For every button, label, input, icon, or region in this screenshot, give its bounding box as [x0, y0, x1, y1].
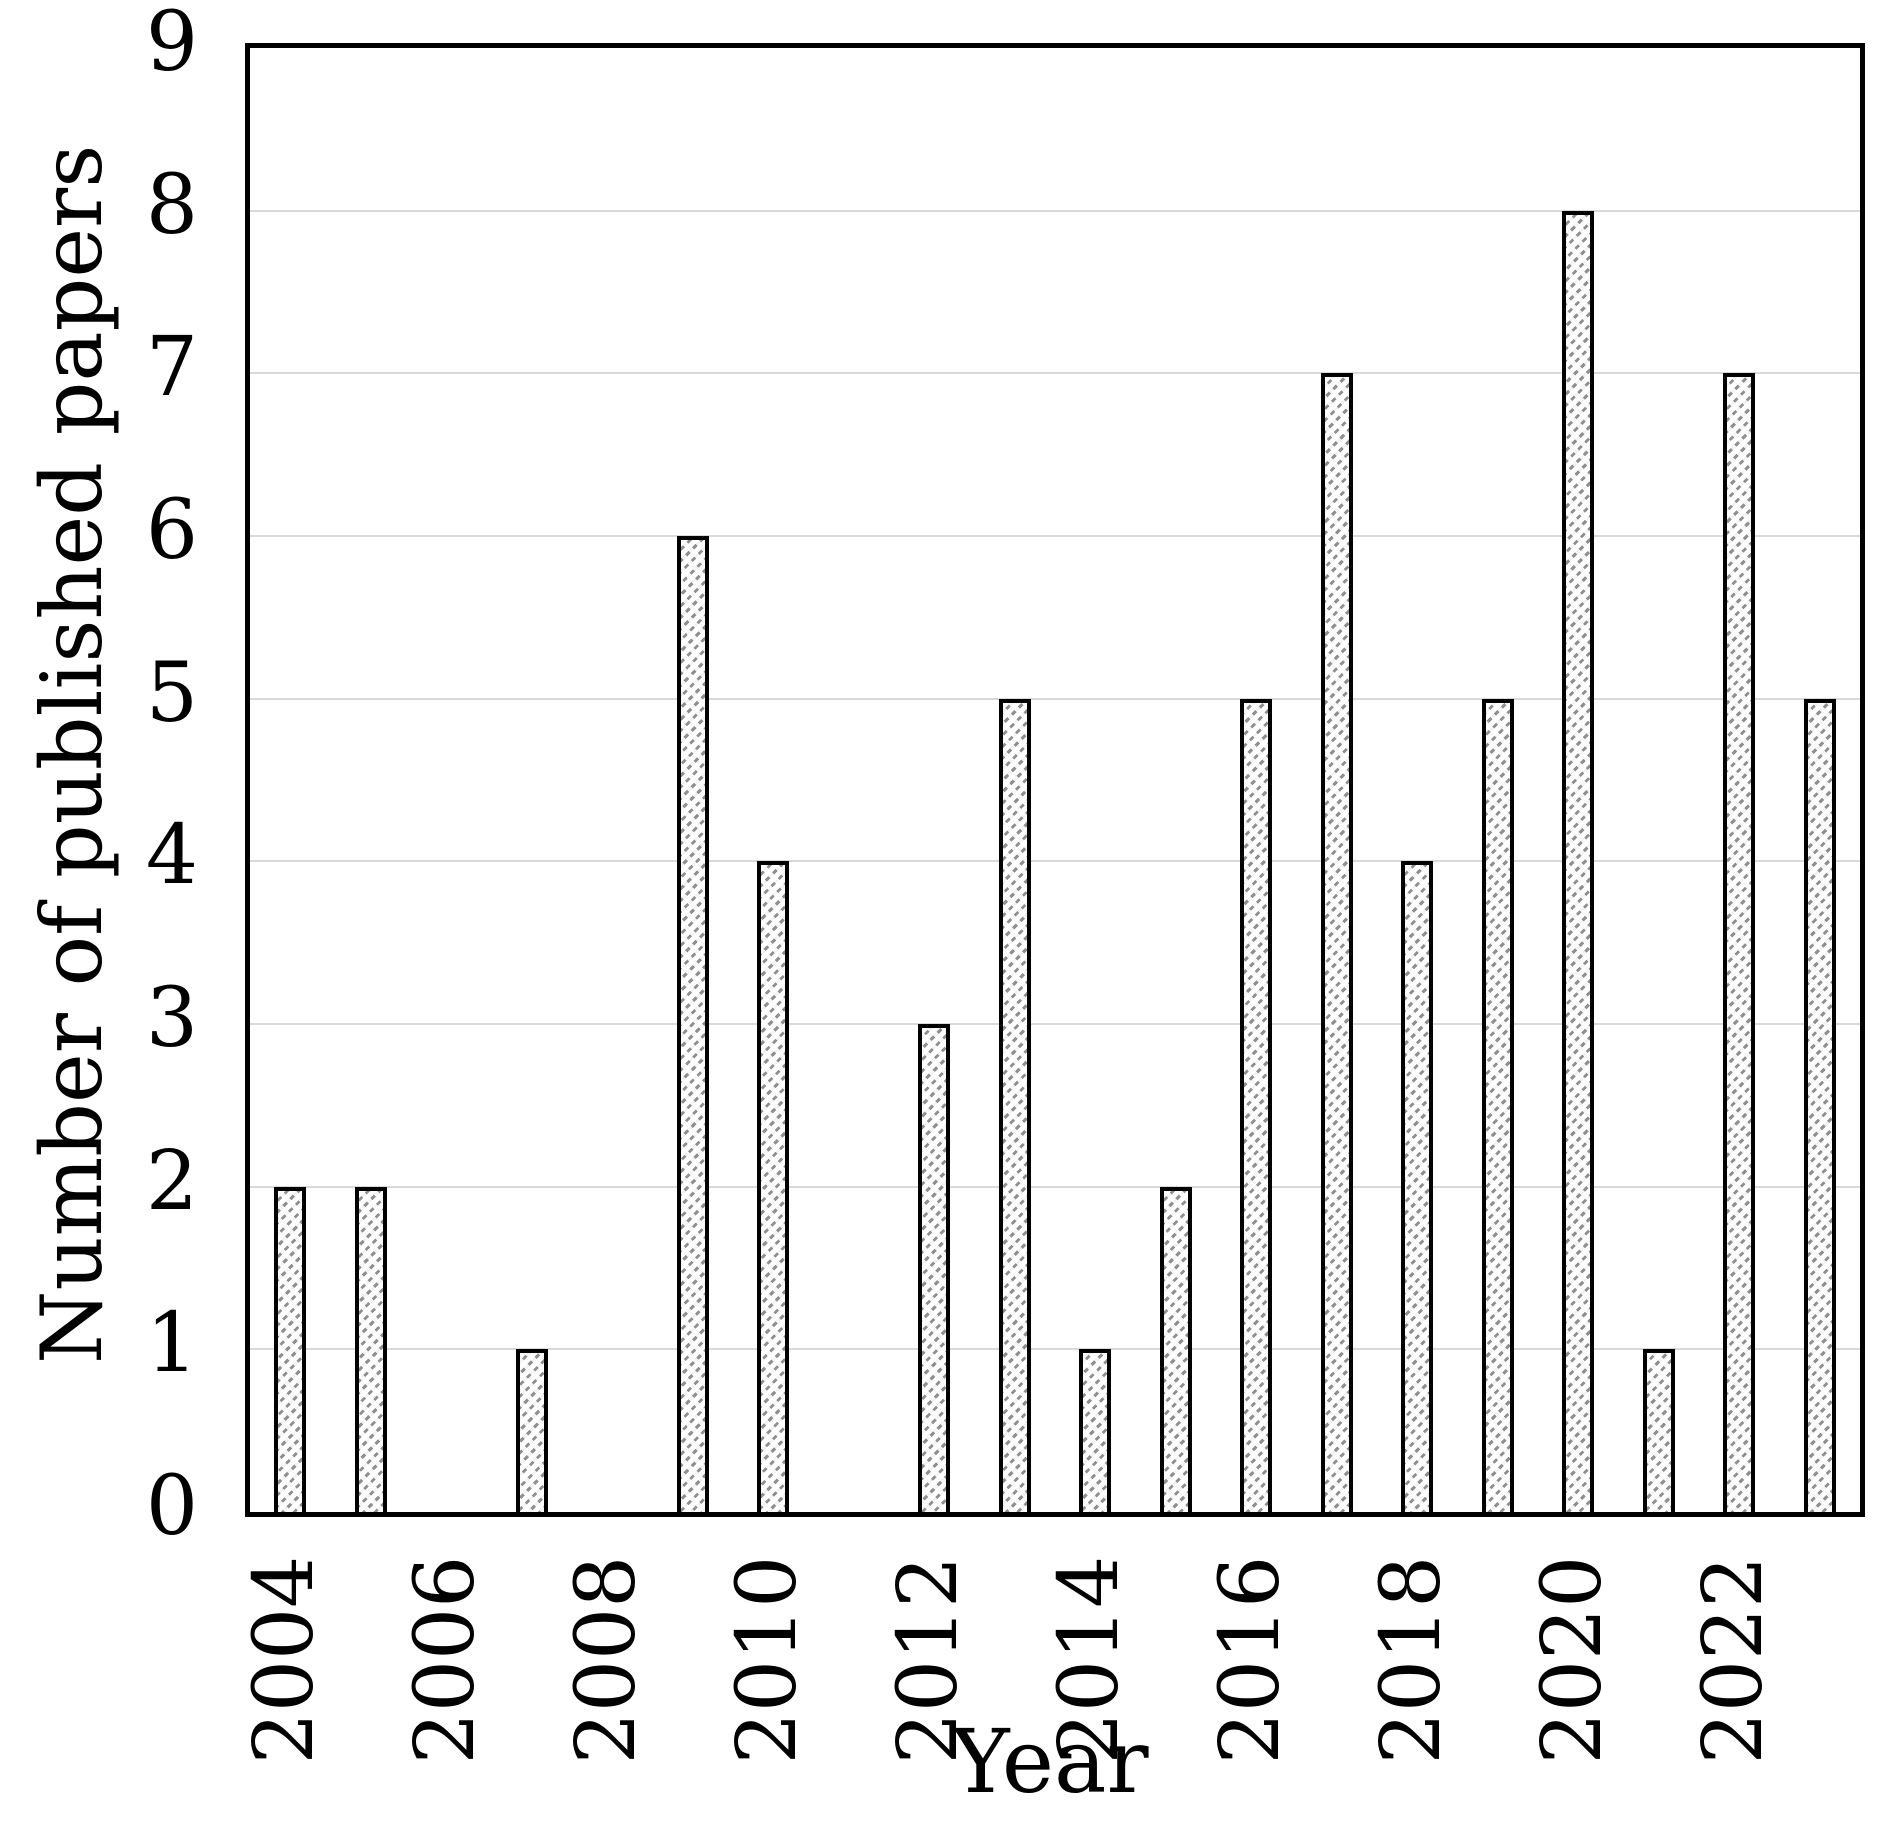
bar-2009	[676, 536, 709, 1512]
bar-2022	[1723, 373, 1756, 1512]
gridline-y-1	[250, 1348, 1860, 1351]
x-tick-label-2018: 2018	[1364, 1555, 1460, 1765]
bar-2013	[998, 698, 1031, 1512]
x-axis-title: Year	[951, 1710, 1149, 1813]
y-tick-label-2: 2	[145, 1133, 198, 1229]
y-tick-label-7: 7	[145, 320, 198, 416]
gridline-y-4	[250, 860, 1860, 863]
x-tick-label-2006: 2006	[398, 1555, 494, 1765]
x-tick-label-2004: 2004	[237, 1555, 333, 1765]
bar-2005	[354, 1186, 387, 1512]
plot-area	[245, 43, 1865, 1517]
bar-2017	[1320, 373, 1353, 1512]
gridline-y-6	[250, 535, 1860, 537]
bar-2012	[918, 1024, 951, 1512]
bar-2014	[1079, 1349, 1112, 1512]
gridline-y-3	[250, 1023, 1860, 1025]
bar-2023	[1803, 698, 1836, 1512]
y-tick-label-5: 5	[145, 645, 198, 741]
x-tick-label-2022: 2022	[1686, 1555, 1782, 1765]
gridline-y-5	[250, 697, 1860, 700]
gridline-y-2	[250, 1185, 1860, 1188]
y-tick-label-8: 8	[145, 157, 198, 253]
y-tick-label-1: 1	[145, 1296, 198, 1392]
bar-2019	[1481, 698, 1514, 1512]
bar-2016	[1240, 698, 1273, 1512]
bar-2007	[515, 1349, 548, 1512]
bar-2004	[274, 1186, 307, 1512]
bar-2020	[1562, 210, 1595, 1512]
gridline-y-7	[250, 372, 1860, 375]
x-tick-label-2008: 2008	[559, 1555, 655, 1765]
bar-2010	[757, 861, 790, 1512]
bar-2015	[1159, 1186, 1192, 1512]
y-tick-label-0: 0	[145, 1459, 198, 1554]
bar-2018	[1401, 861, 1434, 1512]
y-tick-label-4: 4	[145, 808, 198, 904]
gridline-y-8	[250, 209, 1860, 212]
x-tick-label-2010: 2010	[720, 1555, 816, 1765]
bar-2021	[1642, 1349, 1675, 1512]
y-tick-label-6: 6	[145, 483, 198, 578]
y-tick-label-3: 3	[145, 971, 198, 1066]
y-tick-label-9: 9	[145, 0, 198, 90]
x-tick-label-2020: 2020	[1525, 1555, 1621, 1765]
